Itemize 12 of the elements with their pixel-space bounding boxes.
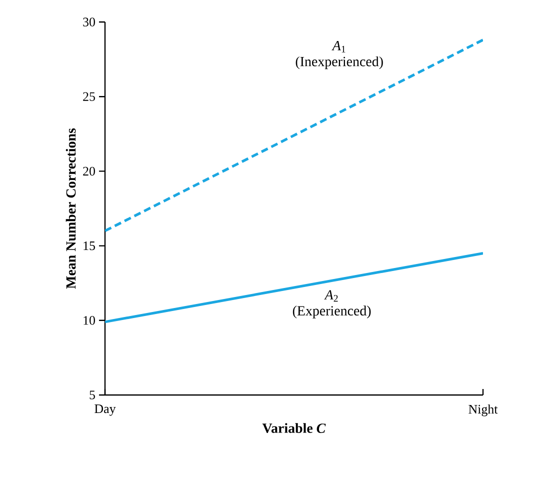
x-tick-label: Day [94,404,116,416]
y-tick-label: 30 [83,18,96,26]
y-tick-label: 20 [83,166,96,176]
y-tick-label: 5 [90,390,95,400]
y-tick-label: 25 [83,92,95,101]
series-label: A$_{2}$ (Experienced) [292,290,371,318]
x-axis-title: Variable C [262,423,326,434]
y-axis-title: Mean Number Corrections [66,128,76,289]
y-tick-label: 10 [84,316,96,325]
series-label: A$_{1}$ (Inexperienced) [296,40,383,70]
y-tick-label: 15 [84,241,95,250]
x-tick-label: Night [468,404,498,416]
